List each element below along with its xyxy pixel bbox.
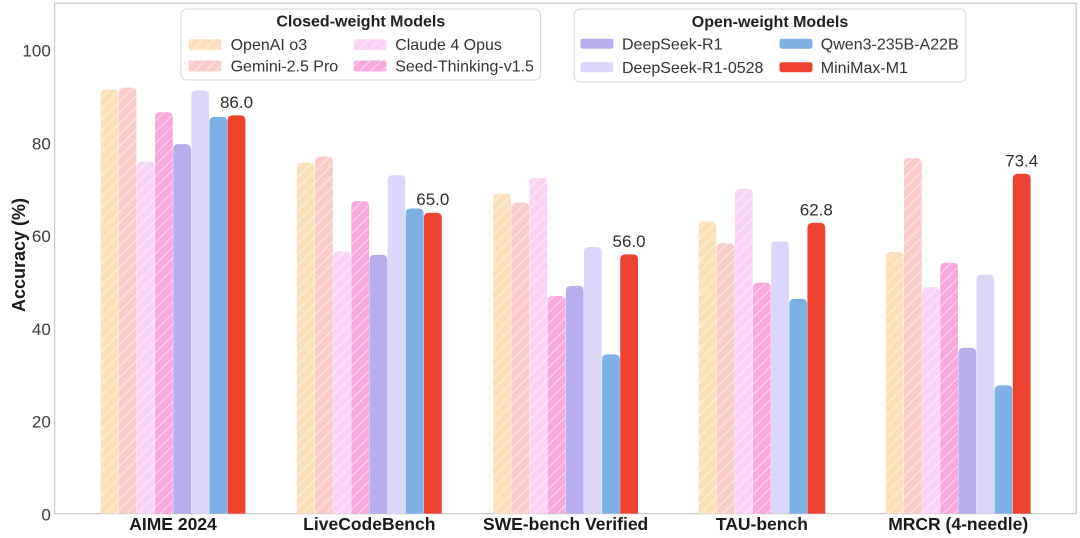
svg-text:73.4: 73.4 [1005, 151, 1038, 170]
svg-text:56.0: 56.0 [613, 232, 646, 251]
svg-text:65.0: 65.0 [416, 190, 449, 209]
svg-text:0: 0 [41, 506, 50, 525]
svg-text:MRCR (4-needle): MRCR (4-needle) [888, 514, 1028, 534]
svg-text:TAU-bench: TAU-bench [716, 514, 808, 534]
svg-text:40: 40 [32, 320, 51, 339]
svg-text:Qwen3-235B-A22B: Qwen3-235B-A22B [821, 37, 959, 54]
svg-text:86.0: 86.0 [220, 93, 253, 112]
svg-text:62.8: 62.8 [800, 200, 833, 219]
svg-text:DeepSeek-R1-0528: DeepSeek-R1-0528 [622, 60, 764, 77]
svg-text:Closed-weight Models: Closed-weight Models [276, 14, 445, 31]
svg-text:80: 80 [32, 135, 51, 154]
svg-text:Accuracy (%): Accuracy (%) [9, 198, 29, 312]
svg-text:60: 60 [32, 227, 51, 246]
svg-text:Gemini-2.5 Pro: Gemini-2.5 Pro [231, 59, 339, 76]
svg-text:100: 100 [22, 42, 50, 61]
svg-text:AIME 2024: AIME 2024 [129, 514, 217, 534]
svg-text:Seed-Thinking-v1.5: Seed-Thinking-v1.5 [395, 59, 534, 76]
svg-text:Claude 4 Opus: Claude 4 Opus [395, 37, 502, 54]
svg-text:MiniMax-M1: MiniMax-M1 [821, 60, 908, 77]
svg-text:SWE-bench Verified: SWE-bench Verified [483, 514, 648, 534]
svg-text:20: 20 [32, 413, 51, 432]
svg-text:DeepSeek-R1: DeepSeek-R1 [622, 37, 723, 54]
svg-text:LiveCodeBench: LiveCodeBench [303, 514, 435, 534]
svg-text:Open-weight Models: Open-weight Models [692, 14, 849, 31]
svg-text:OpenAI o3: OpenAI o3 [231, 37, 308, 54]
